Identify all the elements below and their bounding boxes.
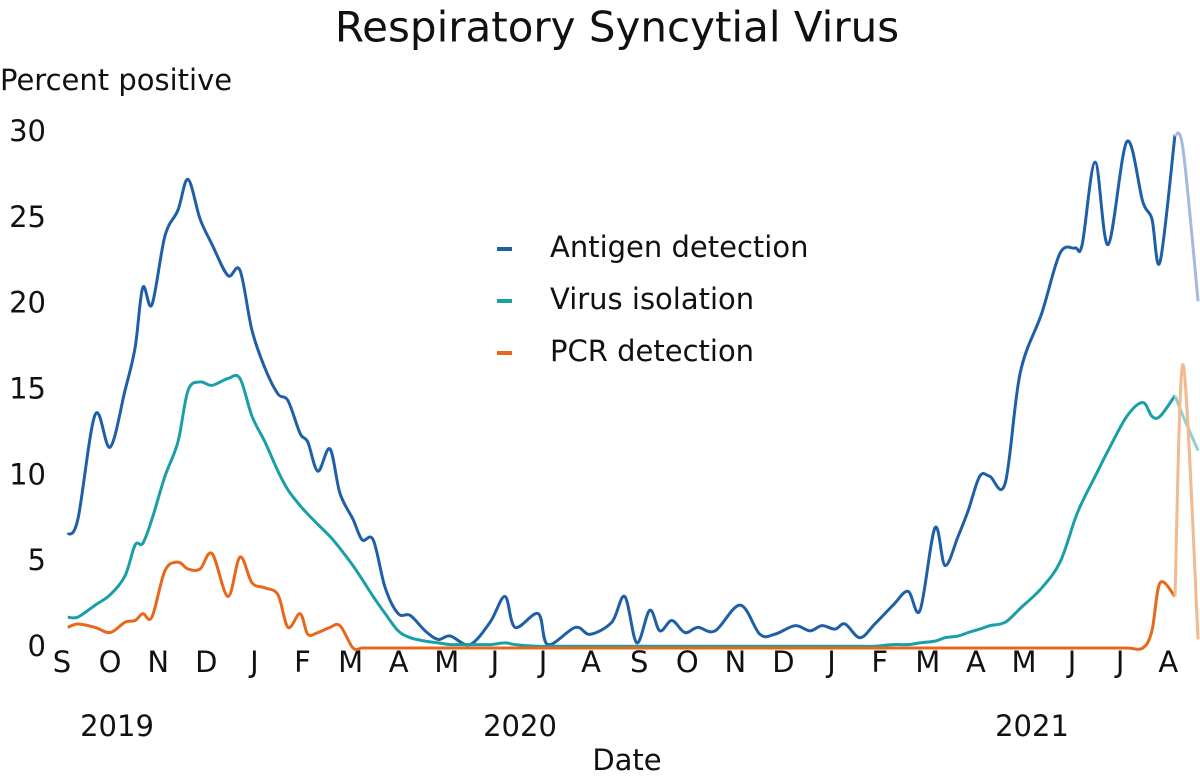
series-line [66, 134, 1177, 647]
y-axis-label: Percent positive [0, 63, 232, 97]
series-line [67, 551, 1177, 652]
legend-label: Virus isolation [550, 282, 754, 316]
x-tick-label: N [725, 645, 747, 679]
y-tick-label: 10 [9, 457, 46, 491]
series-line-provisional [1173, 131, 1200, 302]
x-tick-label: O [99, 645, 122, 679]
x-tick-label: O [676, 645, 699, 679]
x-tick-label: M [338, 645, 363, 679]
y-tick-label: 15 [9, 372, 46, 406]
x-axis-label: Date [592, 743, 661, 777]
x-tick-label: A [581, 645, 601, 679]
legend-label: Antigen detection [550, 230, 808, 264]
x-tick-label: M [1011, 645, 1036, 679]
x-tick-label: J [489, 645, 500, 679]
x-tick-label: M [434, 645, 459, 679]
year-label: 2019 [80, 709, 154, 743]
x-tick-label: S [630, 645, 648, 679]
x-tick-label: A [1158, 645, 1178, 679]
x-tick-label: A [389, 645, 409, 679]
x-tick-label: S [53, 645, 71, 679]
legend-label: PCR detection [550, 334, 754, 368]
series-line [67, 373, 1177, 648]
year-label: 2021 [995, 709, 1069, 743]
y-tick-label: 30 [9, 114, 46, 148]
y-tick-label: 25 [9, 200, 46, 234]
series-line-provisional [1173, 395, 1200, 452]
chart-title: Respiratory Syncytial Virus [335, 3, 899, 52]
x-tick-label: J [1114, 645, 1125, 679]
y-tick-label: 20 [9, 286, 46, 320]
x-tick-label: F [871, 645, 888, 679]
x-tick-label: J [1066, 645, 1077, 679]
y-tick-label: 5 [28, 543, 46, 577]
series-line-provisional [1173, 363, 1200, 640]
x-tick-label: F [294, 645, 311, 679]
year-label: 2020 [483, 709, 557, 743]
x-tick-label: A [966, 645, 986, 679]
x-tick-label: M [915, 645, 940, 679]
x-tick-label: J [248, 645, 259, 679]
x-tick-label: J [825, 645, 836, 679]
x-tick-label: J [537, 645, 548, 679]
x-tick-label: D [195, 645, 217, 679]
y-tick-label: 0 [28, 629, 46, 663]
x-tick-label: N [147, 645, 169, 679]
x-tick-label: D [772, 645, 794, 679]
